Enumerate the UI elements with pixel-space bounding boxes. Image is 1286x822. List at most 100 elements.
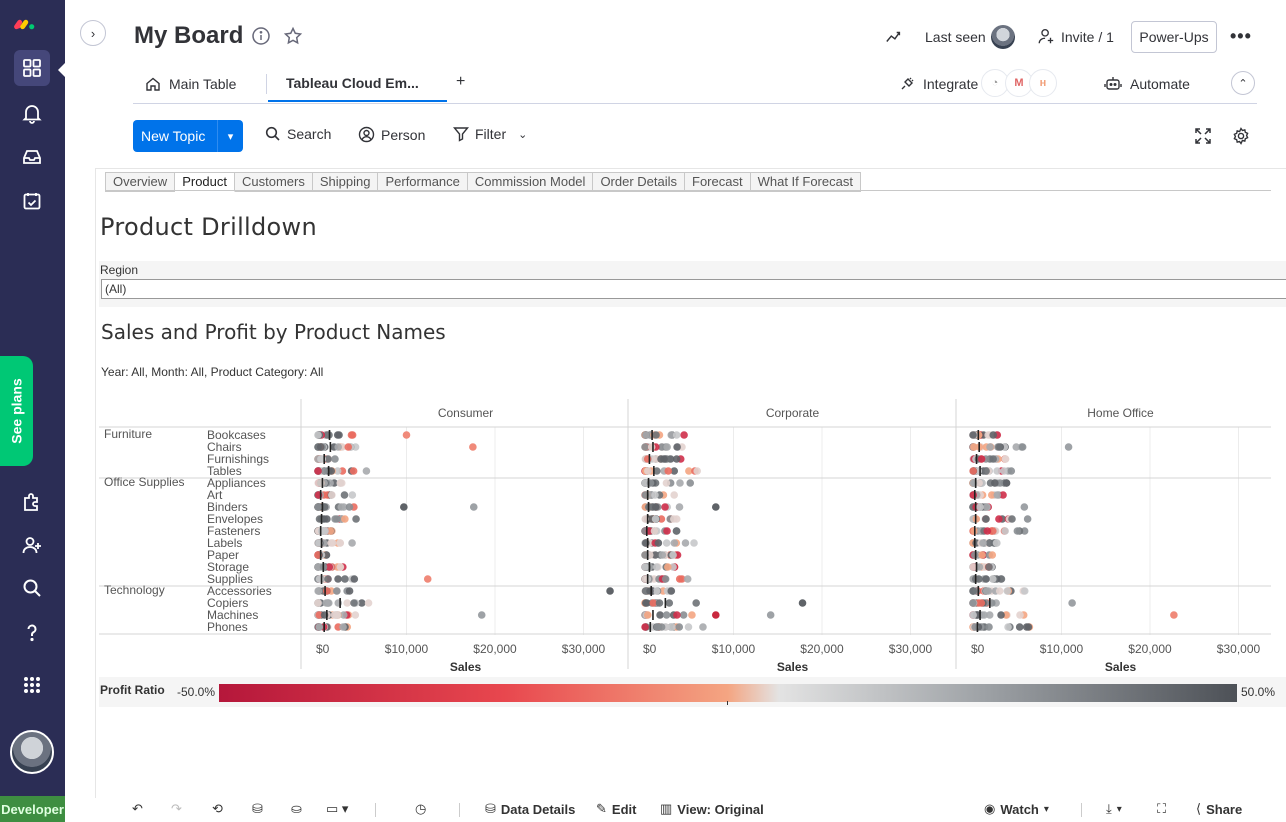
data-point [993,467,1001,475]
metrics-icon[interactable]: ◷ [415,801,427,816]
product-switcher-icon[interactable] [14,667,50,703]
data-details-button[interactable]: ⛁ Data Details [485,801,575,817]
watch-button[interactable]: ◉ Watch ▾ [984,801,1049,817]
download-button[interactable]: ⤓ ▾ [1106,801,1122,817]
data-point [1023,515,1032,523]
new-topic-dropdown-chevron-icon[interactable]: ▾ [217,120,243,152]
person-filter-button[interactable]: Person [358,126,425,143]
data-point [657,515,666,523]
notifications-bell-icon[interactable] [14,95,50,131]
see-plans-button[interactable]: See plans [0,356,33,466]
user-avatar[interactable] [10,730,54,774]
apps-puzzle-icon[interactable] [14,483,50,519]
tableau-sheet-tab[interactable]: Forecast [685,173,751,192]
data-point [686,479,695,487]
subcategory-label: Fasteners [207,524,260,538]
data-point [668,623,676,631]
share-button[interactable]: ⟨ Share [1196,801,1242,817]
data-point [1007,467,1016,475]
data-point [989,455,997,463]
data-point [969,563,977,571]
tab-tableau-cloud[interactable]: Tableau Cloud Em... [268,66,447,102]
view-original-button[interactable]: ▥ View: Original [660,801,764,817]
data-point [336,539,345,547]
subcategory-label: Binders [207,500,248,514]
activity-icon[interactable] [885,28,903,46]
subcategory-label: Appliances [207,476,266,490]
tab-main-table[interactable]: Main Table [145,66,236,102]
outlier-point [766,611,775,619]
data-point [982,467,990,475]
last-seen-avatar[interactable] [991,25,1015,49]
more-options-icon[interactable]: ••• [1230,26,1252,46]
subcategory-label: Envelopes [207,512,263,526]
toggle-icon[interactable]: ▭ ▾ [326,801,349,816]
info-icon[interactable] [251,26,271,46]
undo-icon[interactable]: ↶ [132,801,143,816]
filter-chevron-down-icon[interactable]: ⌄ [518,128,528,141]
invite-member-icon[interactable] [14,527,50,563]
edit-button[interactable]: ✎ Edit [596,801,636,817]
expand-sidebar-button[interactable]: › [80,20,106,46]
subcategory-label: Phones [207,620,248,634]
data-point [345,587,354,595]
filter-button[interactable]: Filter ⌄ [453,126,527,142]
sales-profit-scatter-chart[interactable]: Consumer Corporate Home Office Furniture Boo… [96,399,1286,679]
tableau-sheet-tab[interactable]: Customers [235,173,313,192]
hubspot-icon: ʜ [1029,69,1057,97]
tableau-sheet-tab[interactable]: Overview [105,173,176,192]
refresh-data-icon[interactable]: ⛁ [252,801,263,816]
workspace-grid-icon[interactable] [14,50,50,86]
data-point [340,491,349,499]
pause-updates-icon[interactable]: ⛀ [291,801,302,816]
tableau-sheet-tab[interactable]: Commission Model [467,173,594,192]
invite-person-icon[interactable] [1037,27,1055,45]
power-ups-button[interactable]: Power-Ups [1131,21,1217,53]
tableau-sheet-tab[interactable]: Performance [378,173,468,192]
fullscreen-expand-icon[interactable] [1195,128,1211,144]
tab-tableau-label: Tableau Cloud Em... [286,75,419,91]
collapse-header-button[interactable]: ⌃ [1231,71,1255,95]
settings-gear-icon[interactable] [1232,127,1250,145]
region-select[interactable]: (All) [101,279,1286,299]
revert-icon[interactable]: ⟲ [212,801,223,816]
tableau-sheet-tab[interactable]: Shipping [312,173,379,192]
data-point [343,599,351,607]
data-point [651,491,659,499]
tableau-sheet-tab[interactable]: What If Forecast [750,173,861,192]
full-screen-icon[interactable]: ⛶ [1157,801,1167,816]
add-view-button[interactable]: + [456,73,466,90]
data-point [333,587,341,595]
data-point [681,539,690,547]
x-tick-label: $0 [316,642,330,656]
data-point [328,491,336,499]
automate-button[interactable]: Automate [1104,66,1190,102]
category-label: Office Supplies [104,475,185,489]
my-work-calendar-icon[interactable] [14,183,50,219]
last-seen-label[interactable]: Last seen [925,29,986,45]
search-icon[interactable] [14,570,50,606]
edit-label: Edit [611,801,637,817]
help-icon[interactable] [14,614,50,650]
tableau-embed-frame[interactable]: Overview Product Customers Shipping Performa… [95,168,1286,798]
new-topic-button[interactable]: New Topic ▾ [133,120,243,152]
favorite-star-icon[interactable] [283,26,303,46]
tableau-sheet-tab[interactable]: Order Details [593,173,686,192]
data-point [651,455,660,463]
redo-icon[interactable]: ↷ [171,801,182,816]
subcategory-label: Copiers [207,596,248,610]
invite-button[interactable]: Invite / 1 [1061,29,1114,45]
integration-logos[interactable]: ◔ M ʜ [981,69,1057,97]
monday-logo[interactable] [14,12,36,34]
search-button[interactable]: Search [265,126,331,142]
inbox-icon[interactable] [14,139,50,175]
data-point [334,443,342,451]
data-point [982,587,991,595]
data-point [641,479,649,487]
tableau-sheet-tab[interactable]: Product [175,173,235,192]
board-title[interactable]: My Board [134,22,244,49]
data-point [683,575,692,583]
integrate-button[interactable]: Integrate [899,66,978,102]
edit-pencil-icon: ✎ [596,801,607,816]
data-point [987,491,996,499]
